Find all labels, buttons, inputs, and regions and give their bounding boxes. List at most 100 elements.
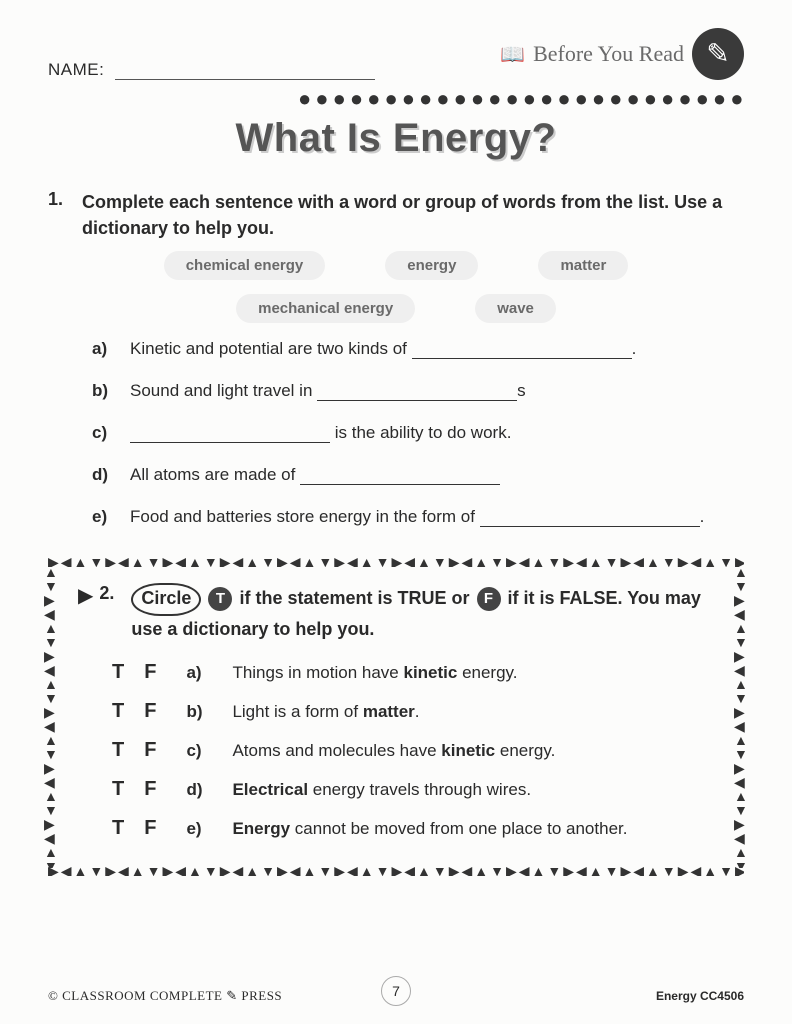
book-icon: 📖: [500, 42, 525, 67]
border-left-icon: ▲▼▶◀▲▼▶◀▲▼▶◀▲▼▶◀▲▼▶◀▲▼▶◀▲▼: [44, 565, 58, 868]
name-field-wrap: NAME:: [48, 60, 375, 80]
item-letter: a): [92, 339, 118, 359]
item-letter: d): [92, 465, 118, 485]
keyword: Electrical: [232, 780, 308, 799]
q1-instruction: Complete each sentence with a word or gr…: [82, 189, 744, 241]
answer-blank[interactable]: [480, 513, 700, 527]
border-bottom-icon: ▶◀▲▼▶◀▲▼▶◀▲▼▶◀▲▼▶◀▲▼▶◀▲▼▶◀▲▼▶◀▲▼▶◀▲▼▶◀▲▼…: [48, 866, 744, 876]
true-option[interactable]: T: [112, 700, 124, 723]
item-post: .: [700, 507, 705, 526]
q2-number: 2.: [99, 583, 121, 604]
q1-item: b) Sound and light travel in s: [92, 381, 744, 401]
wordbank-item: wave: [475, 294, 556, 323]
q1-item: a) Kinetic and potential are two kinds o…: [92, 339, 744, 359]
item-text: All atoms are made of: [130, 465, 500, 485]
item-text: Atoms and molecules have kinetic energy.: [232, 741, 555, 761]
tf-pre: Atoms and molecules have: [232, 741, 441, 760]
answer-blank[interactable]: [317, 387, 517, 401]
publisher-label: © CLASSROOM COMPLETE ✎ PRESS: [48, 988, 282, 1004]
header-row: NAME: 📖 Before You Read ✎: [48, 28, 744, 80]
q2-items: T F a) Things in motion have kinetic ene…: [112, 661, 720, 840]
name-blank-line[interactable]: [115, 66, 375, 80]
false-option[interactable]: F: [144, 817, 156, 840]
true-option[interactable]: T: [112, 739, 124, 762]
true-option[interactable]: T: [112, 817, 124, 840]
q1-items: a) Kinetic and potential are two kinds o…: [92, 339, 744, 527]
answer-blank[interactable]: [130, 429, 330, 443]
keyword: kinetic: [403, 663, 457, 682]
wordbank-item: matter: [538, 251, 628, 280]
border-top-icon: ▶◀▲▼▶◀▲▼▶◀▲▼▶◀▲▼▶◀▲▼▶◀▲▼▶◀▲▼▶◀▲▼▶◀▲▼▶◀▲▼…: [48, 557, 744, 567]
false-badge-icon: F: [477, 587, 501, 611]
tf-post: .: [415, 702, 420, 721]
dotted-divider: ●●●●●●●●●●●●●●●●●●●●●●●●●●●●: [298, 86, 744, 106]
item-letter: a): [186, 663, 212, 683]
q2-instruction: Circle T if the statement is TRUE or F i…: [131, 583, 720, 643]
item-letter: e): [92, 507, 118, 527]
item-text: Kinetic and potential are two kinds of .: [130, 339, 636, 359]
before-you-read-label: Before You Read: [533, 41, 684, 67]
instr-part1: if the statement is TRUE or: [239, 588, 474, 608]
q2-box: ▶◀▲▼▶◀▲▼▶◀▲▼▶◀▲▼▶◀▲▼▶◀▲▼▶◀▲▼▶◀▲▼▶◀▲▼▶◀▲▼…: [48, 557, 744, 876]
item-post: s: [517, 381, 526, 400]
item-text: Food and batteries store energy in the f…: [130, 507, 704, 527]
q2-header: ▶ 2. Circle T if the statement is TRUE o…: [78, 583, 720, 643]
wordbank-item: energy: [385, 251, 478, 280]
item-text: Light is a form of matter.: [232, 702, 419, 722]
false-option[interactable]: F: [144, 700, 156, 723]
tf-post: energy.: [495, 741, 555, 760]
wordbank-item: chemical energy: [164, 251, 326, 280]
q1-number: 1.: [48, 189, 70, 241]
item-letter: e): [186, 819, 212, 839]
word-bank: chemical energy energy matter mechanical…: [48, 251, 744, 323]
item-text: Things in motion have kinetic energy.: [232, 663, 517, 683]
true-option[interactable]: T: [112, 661, 124, 684]
q2-item: T F a) Things in motion have kinetic ene…: [112, 661, 720, 684]
answer-blank[interactable]: [300, 471, 500, 485]
false-option[interactable]: F: [144, 661, 156, 684]
item-letter: b): [186, 702, 212, 722]
item-letter: c): [92, 423, 118, 443]
item-post: .: [632, 339, 637, 358]
tf-post: cannot be moved from one place to anothe…: [290, 819, 627, 838]
tf-post: energy.: [457, 663, 517, 682]
page-title: What Is Energy?: [48, 116, 744, 161]
pointer-icon: ▶: [78, 583, 93, 608]
page-number: 7: [381, 976, 411, 1006]
q1-item: c) is the ability to do work.: [92, 423, 744, 443]
q1-item: d) All atoms are made of: [92, 465, 744, 485]
item-letter: d): [186, 780, 212, 800]
item-text: Sound and light travel in s: [130, 381, 526, 401]
tf-post: energy travels through wires.: [308, 780, 531, 799]
q2-item: T F c) Atoms and molecules have kinetic …: [112, 739, 720, 762]
item-pre: Kinetic and potential are two kinds of: [130, 339, 412, 358]
q2-item: T F b) Light is a form of matter.: [112, 700, 720, 723]
q1-item: e) Food and batteries store energy in th…: [92, 507, 744, 527]
pencil-icon: ✎: [692, 28, 744, 80]
item-letter: b): [92, 381, 118, 401]
false-option[interactable]: F: [144, 739, 156, 762]
name-label: NAME:: [48, 60, 104, 79]
tf-pre: Light is a form of: [232, 702, 362, 721]
item-text: Energy cannot be moved from one place to…: [232, 819, 627, 839]
wordbank-item: mechanical energy: [236, 294, 415, 323]
true-badge-icon: T: [208, 587, 232, 611]
tf-pre: Things in motion have: [232, 663, 403, 682]
item-letter: c): [186, 741, 212, 761]
item-post: is the ability to do work.: [330, 423, 511, 442]
section-header: 📖 Before You Read ✎: [500, 28, 744, 80]
q2-item: T F d) Electrical energy travels through…: [112, 778, 720, 801]
keyword: kinetic: [441, 741, 495, 760]
item-text: is the ability to do work.: [130, 423, 511, 443]
border-right-icon: ▲▼▶◀▲▼▶◀▲▼▶◀▲▼▶◀▲▼▶◀▲▼▶◀▲▼: [734, 565, 748, 868]
circle-label: Circle: [131, 583, 201, 616]
false-option[interactable]: F: [144, 778, 156, 801]
true-option[interactable]: T: [112, 778, 124, 801]
q2-item: T F e) Energy cannot be moved from one p…: [112, 817, 720, 840]
item-text: Electrical energy travels through wires.: [232, 780, 531, 800]
q1-header: 1. Complete each sentence with a word or…: [48, 189, 744, 241]
product-code: Energy CC4506: [656, 989, 744, 1003]
item-pre: Sound and light travel in: [130, 381, 317, 400]
keyword: matter: [363, 702, 415, 721]
answer-blank[interactable]: [412, 345, 632, 359]
